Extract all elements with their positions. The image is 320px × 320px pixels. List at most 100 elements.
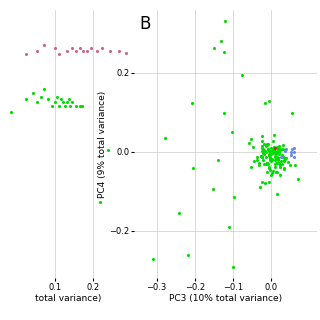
Point <box>34 48 39 53</box>
Y-axis label: PC4 (9% total variance): PC4 (9% total variance) <box>98 90 107 198</box>
Point <box>116 48 122 53</box>
Point <box>249 165 254 170</box>
Point <box>68 103 73 108</box>
Point <box>247 141 252 146</box>
Point <box>23 97 28 102</box>
Point <box>271 150 276 156</box>
Point <box>269 157 274 162</box>
Point <box>275 169 280 174</box>
Point <box>221 111 226 116</box>
Point <box>257 161 262 166</box>
Point <box>273 149 278 154</box>
Point <box>232 194 237 199</box>
Point <box>267 152 272 157</box>
Point <box>263 149 268 155</box>
Point <box>278 155 284 160</box>
Point <box>278 172 283 177</box>
Point <box>261 161 267 166</box>
Point <box>262 142 267 147</box>
Point <box>269 149 275 154</box>
Point <box>264 142 269 148</box>
Point <box>286 159 291 164</box>
Point <box>272 150 277 155</box>
Point <box>274 152 279 157</box>
Point <box>210 186 215 191</box>
Point <box>107 48 112 53</box>
Point <box>251 144 256 149</box>
Point <box>295 177 300 182</box>
Point <box>77 103 82 108</box>
Point <box>272 133 277 138</box>
Point <box>70 45 75 51</box>
Point <box>190 166 196 171</box>
Point <box>273 156 278 162</box>
Point <box>287 163 292 168</box>
Point <box>8 109 13 115</box>
Point <box>292 149 297 154</box>
Point <box>280 147 285 152</box>
Point <box>288 153 293 158</box>
Point <box>266 147 271 152</box>
Point <box>272 145 277 150</box>
Point <box>259 154 264 159</box>
Point <box>278 158 284 164</box>
Point <box>124 51 129 56</box>
Point <box>277 149 282 154</box>
Point <box>292 163 298 168</box>
Point <box>257 185 262 190</box>
Point <box>269 156 275 161</box>
Point <box>38 94 43 99</box>
Point <box>275 156 280 162</box>
Point <box>260 144 265 149</box>
Point <box>268 149 273 154</box>
Point <box>274 155 279 160</box>
Point <box>281 155 286 160</box>
Point <box>251 158 256 164</box>
Point <box>227 225 232 230</box>
Point <box>268 145 273 150</box>
Point <box>30 90 36 95</box>
Point <box>23 52 28 57</box>
Point <box>273 161 278 166</box>
Point <box>259 133 264 138</box>
Point <box>273 154 278 159</box>
Point <box>273 149 278 154</box>
Point <box>273 157 278 162</box>
Point <box>274 156 279 161</box>
Point <box>264 141 269 147</box>
Point <box>282 157 287 163</box>
Point <box>150 256 156 261</box>
Point <box>279 162 284 167</box>
Point <box>268 152 274 157</box>
Point <box>268 156 273 161</box>
Point <box>215 157 220 162</box>
Point <box>272 153 277 158</box>
Point <box>176 211 181 216</box>
Point <box>283 146 288 151</box>
Point <box>276 145 282 150</box>
Point <box>59 97 64 102</box>
Point <box>105 148 110 153</box>
Point <box>283 156 288 161</box>
Point <box>57 103 62 108</box>
Point <box>218 39 223 44</box>
Point <box>292 145 297 150</box>
Point <box>221 49 227 54</box>
Point <box>274 150 279 155</box>
Point <box>276 143 282 148</box>
Point <box>275 157 280 162</box>
Point <box>240 72 245 77</box>
Point <box>268 156 273 161</box>
Point <box>276 155 281 160</box>
Point <box>268 158 273 163</box>
X-axis label: PC3 (10% total variance): PC3 (10% total variance) <box>169 294 282 303</box>
Point <box>64 99 69 104</box>
Point <box>223 19 228 24</box>
Point <box>268 173 274 178</box>
Point <box>262 180 268 185</box>
Point <box>272 164 277 169</box>
Point <box>280 146 285 151</box>
Point <box>55 94 60 99</box>
Point <box>277 162 282 167</box>
Point <box>280 142 285 147</box>
